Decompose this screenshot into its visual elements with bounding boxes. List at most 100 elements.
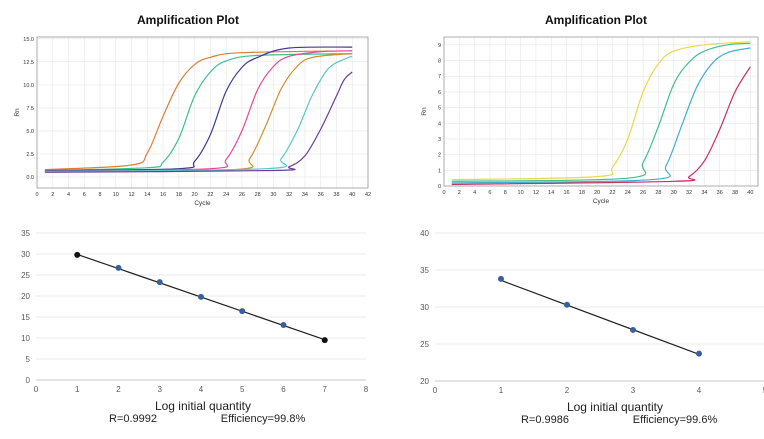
amp1-y-tick-label: 10.0 bbox=[23, 83, 34, 89]
amp1-x-tick-label: 12 bbox=[129, 192, 135, 198]
amp1-x-tick-label: 26 bbox=[239, 192, 245, 198]
amp2-y-tick-label: 5 bbox=[438, 106, 441, 112]
amp1-x-tick-label: 22 bbox=[207, 192, 213, 198]
amp1-series-line bbox=[44, 55, 353, 172]
amp1-x-tick-label: 34 bbox=[302, 192, 308, 198]
std1-y-tick-label: 25 bbox=[21, 271, 30, 280]
amp2-y-tick-label: 3 bbox=[438, 137, 441, 143]
amp2-series-line bbox=[451, 42, 751, 182]
std2-x-axis-label: Log initial quantity bbox=[567, 400, 663, 414]
amp2-x-tick-label: 12 bbox=[533, 190, 539, 196]
amp2-x-tick-label: 36 bbox=[717, 190, 723, 196]
amp1-x-tick-label: 6 bbox=[83, 192, 86, 198]
amp2-x-tick-label: 22 bbox=[609, 190, 615, 196]
std1-x-tick-label: 1 bbox=[75, 385, 80, 394]
amp2-x-tick-label: 6 bbox=[488, 190, 491, 196]
std1-x-tick-label: 5 bbox=[240, 385, 245, 394]
amp1-x-tick-label: 42 bbox=[365, 192, 371, 198]
amp1-y-tick-label: 15.0 bbox=[23, 37, 34, 43]
amp1-y-tick-label: 2.5 bbox=[26, 152, 34, 158]
std1-y-tick-label: 35 bbox=[21, 229, 30, 238]
std2-efficiency-value: Efficiency=99.6% bbox=[633, 414, 718, 426]
amp1-y-tick-label: 0.0 bbox=[26, 175, 34, 181]
std2-y-tick-label: 35 bbox=[420, 266, 429, 275]
amp1-x-tick-label: 28 bbox=[255, 192, 261, 198]
amp1-x-axis-label: Cycle bbox=[194, 200, 211, 207]
std1-x-tick-label: 4 bbox=[199, 385, 204, 394]
amp1-series-line bbox=[44, 46, 353, 172]
std1-x-axis-label: Log initial quantity bbox=[155, 399, 251, 413]
std2-x-tick-label: 2 bbox=[565, 386, 570, 395]
amp2-y-tick-label: 7 bbox=[438, 74, 441, 80]
amp1-x-tick-label: 16 bbox=[160, 192, 166, 198]
std1-y-tick-label: 0 bbox=[26, 376, 31, 385]
amp2-x-tick-label: 40 bbox=[747, 190, 753, 196]
amp2-x-tick-label: 2 bbox=[458, 190, 461, 196]
std2-y-tick-label: 25 bbox=[420, 340, 429, 349]
amp1-x-tick-label: 4 bbox=[67, 192, 70, 198]
std2-y-tick-label: 40 bbox=[420, 229, 429, 238]
std2-x-tick-label: 4 bbox=[697, 386, 702, 395]
std2-r-value: R=0.9986 bbox=[521, 414, 569, 426]
amp1-y-tick-label: 5.0 bbox=[26, 129, 34, 135]
amplification-plot-right-panel: Amplification Plot 0 2 4 6 8 10 12 14 16 18 20 22 24 2… bbox=[400, 0, 764, 212]
std1-data-point bbox=[156, 279, 163, 286]
amp1-x-tick-label: 18 bbox=[176, 192, 182, 198]
amp1-x-tick-label: 20 bbox=[192, 192, 198, 198]
amp2-plot-frame bbox=[443, 36, 759, 187]
amp2-x-tick-label: 32 bbox=[686, 190, 692, 196]
amp1-x-tick-label: 10 bbox=[113, 192, 119, 198]
amp2-series-line bbox=[451, 41, 751, 181]
amp1-series-line bbox=[44, 71, 353, 173]
amp2-x-tick-label: 16 bbox=[563, 190, 569, 196]
std2-x-tick-label: 3 bbox=[631, 386, 636, 395]
std2-data-point bbox=[630, 326, 636, 333]
amp2-y-tick-label: 2 bbox=[438, 153, 441, 159]
standard-curve-right: 20 25 30 35 40 0 1 2 3 4 5 Log initial quantityR=0.… bbox=[420, 229, 764, 426]
std1-x-tick-label: 6 bbox=[281, 385, 286, 394]
amp1-x-tick-label: 32 bbox=[286, 192, 292, 198]
std2-x-tick-label: 5 bbox=[763, 386, 764, 395]
amp2-y-tick-label: 4 bbox=[438, 121, 441, 127]
amp1-x-tick-label: 38 bbox=[333, 192, 339, 198]
amp2-y-tick-label: 9 bbox=[438, 43, 441, 49]
amp1-y-tick-label: 7.5 bbox=[26, 106, 34, 112]
std2-data-point bbox=[696, 350, 702, 357]
std1-x-tick-label: 3 bbox=[158, 385, 163, 394]
std2-y-tick-label: 30 bbox=[420, 303, 429, 312]
standard-curve-left: 0 5 10 15 20 25 30 35 0 1 2 3 4 5 6 7 8 Log initial quant… bbox=[21, 229, 369, 425]
amp2-x-tick-label: 14 bbox=[548, 190, 554, 196]
std1-r-value: R=0.9992 bbox=[109, 413, 157, 425]
std1-x-tick-label: 2 bbox=[116, 385, 121, 394]
amp2-series-line bbox=[451, 66, 751, 185]
std1-y-tick-label: 10 bbox=[21, 334, 30, 343]
std2-data-point bbox=[498, 275, 504, 282]
amp1-series-line bbox=[44, 50, 353, 171]
amp1-x-tick-label: 14 bbox=[144, 192, 150, 198]
standard-curve-right-panel: 20 25 30 35 40 0 1 2 3 4 5 Log initial quantityR=0.… bbox=[390, 222, 764, 434]
amp2-x-tick-label: 30 bbox=[671, 190, 677, 196]
amp2-series-line bbox=[451, 47, 751, 184]
amp1-x-tick-label: 24 bbox=[223, 192, 229, 198]
amp2-x-tick-label: 8 bbox=[504, 190, 507, 196]
amp1-x-tick-label: 36 bbox=[318, 192, 324, 198]
std1-x-tick-label: 8 bbox=[364, 385, 369, 394]
std1-x-tick-label: 0 bbox=[34, 385, 39, 394]
amp1-series-line bbox=[44, 53, 353, 172]
amp2-x-tick-label: 18 bbox=[579, 190, 585, 196]
amp2-x-tick-label: 20 bbox=[594, 190, 600, 196]
std1-data-point bbox=[239, 308, 246, 315]
std1-y-tick-label: 30 bbox=[21, 250, 30, 259]
std2-data-point bbox=[564, 301, 570, 308]
amp2-x-tick-label: 0 bbox=[442, 190, 445, 196]
amp1-plot-frame bbox=[36, 36, 369, 189]
amp2-y-tick-label: 0 bbox=[438, 184, 441, 190]
amp2-x-tick-label: 10 bbox=[518, 190, 524, 196]
amp1-x-tick-label: 2 bbox=[51, 192, 54, 198]
std1-data-point bbox=[321, 337, 328, 344]
standard-curve-left-panel: 0 5 10 15 20 25 30 35 0 1 2 3 4 5 6 7 8 Log initial quant… bbox=[0, 222, 380, 434]
amp1-title: Amplification Plot bbox=[137, 13, 239, 27]
amp2-x-axis-label: Cycle bbox=[593, 198, 610, 205]
